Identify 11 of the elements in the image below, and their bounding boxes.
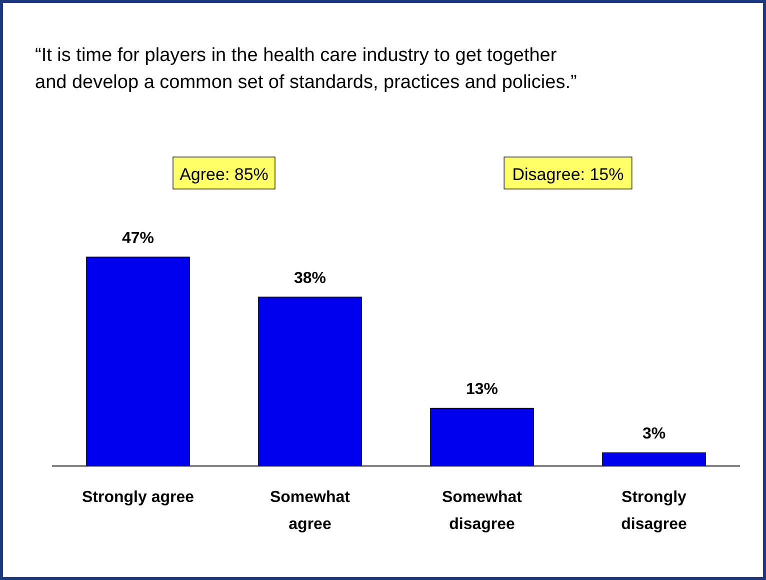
text: Agree: 85%: [180, 165, 268, 184]
chart-title: “It is time for players in the health care industry to get together and develop a common set of standards, practices and policies.”: [35, 45, 577, 93]
x-tick-label: Somewhat agree: [270, 489, 351, 533]
data-label: 47%: [122, 230, 154, 247]
text: Disagree: 15%: [512, 165, 624, 184]
x-tick-label: Strongly agree: [82, 489, 194, 506]
data-label: 3%: [642, 426, 666, 443]
data-label: 38%: [294, 270, 326, 288]
data-label: 13%: [466, 381, 498, 398]
x-tick-label: Somewhat disagree: [442, 489, 523, 533]
x-tick-label: Strongly disagree: [621, 489, 688, 533]
